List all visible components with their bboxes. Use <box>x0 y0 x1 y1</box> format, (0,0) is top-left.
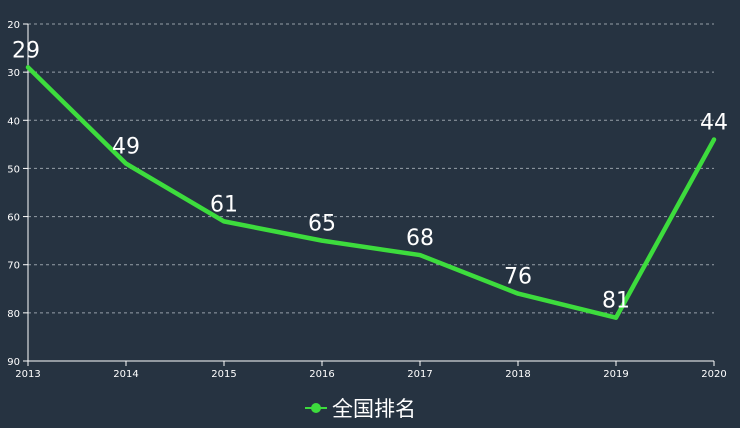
data-point <box>418 253 422 258</box>
data-point <box>614 315 618 320</box>
data-point <box>222 219 226 224</box>
data-label: 61 <box>210 192 238 217</box>
legend[interactable]: 全国排名 <box>305 397 416 421</box>
legend-label[interactable]: 全国排名 <box>332 397 416 421</box>
x-tick-label: 2016 <box>309 369 334 380</box>
data-label: 81 <box>602 289 630 314</box>
y-tick-label: 30 <box>7 68 20 79</box>
y-tick-label: 80 <box>7 309 20 320</box>
data-point <box>124 161 128 166</box>
x-tick-label: 2017 <box>407 369 432 380</box>
grid-lines <box>28 23 714 314</box>
data-label: 49 <box>112 135 140 160</box>
data-label: 76 <box>504 265 532 290</box>
y-tick-label: 70 <box>7 261 20 272</box>
data-label: 44 <box>700 111 728 136</box>
data-point <box>712 137 716 142</box>
x-tick-label: 2015 <box>211 369 236 380</box>
y-tick-label: 90 <box>7 357 20 368</box>
data-label: 68 <box>406 226 434 251</box>
y-tick-label: 60 <box>7 213 20 224</box>
x-tick-label: 2020 <box>701 369 726 380</box>
x-tick-label: 2019 <box>603 369 628 380</box>
series-layer <box>25 65 717 320</box>
series-line <box>25 65 717 320</box>
data-label: 29 <box>12 38 40 63</box>
data-point <box>26 65 30 70</box>
x-tick-label: 2014 <box>113 369 138 380</box>
y-tick-label: 40 <box>7 116 20 127</box>
data-point <box>516 291 520 296</box>
data-label: 65 <box>308 212 336 237</box>
data-labels: 29 49 61 65 68 76 81 44 <box>12 38 728 313</box>
y-tick-label: 50 <box>7 164 20 175</box>
x-tick-label: 2013 <box>15 369 40 380</box>
legend-marker-icon[interactable] <box>311 403 321 413</box>
data-point <box>320 238 324 243</box>
y-tick-label: 20 <box>7 20 20 31</box>
x-tick-label: 2018 <box>505 369 530 380</box>
